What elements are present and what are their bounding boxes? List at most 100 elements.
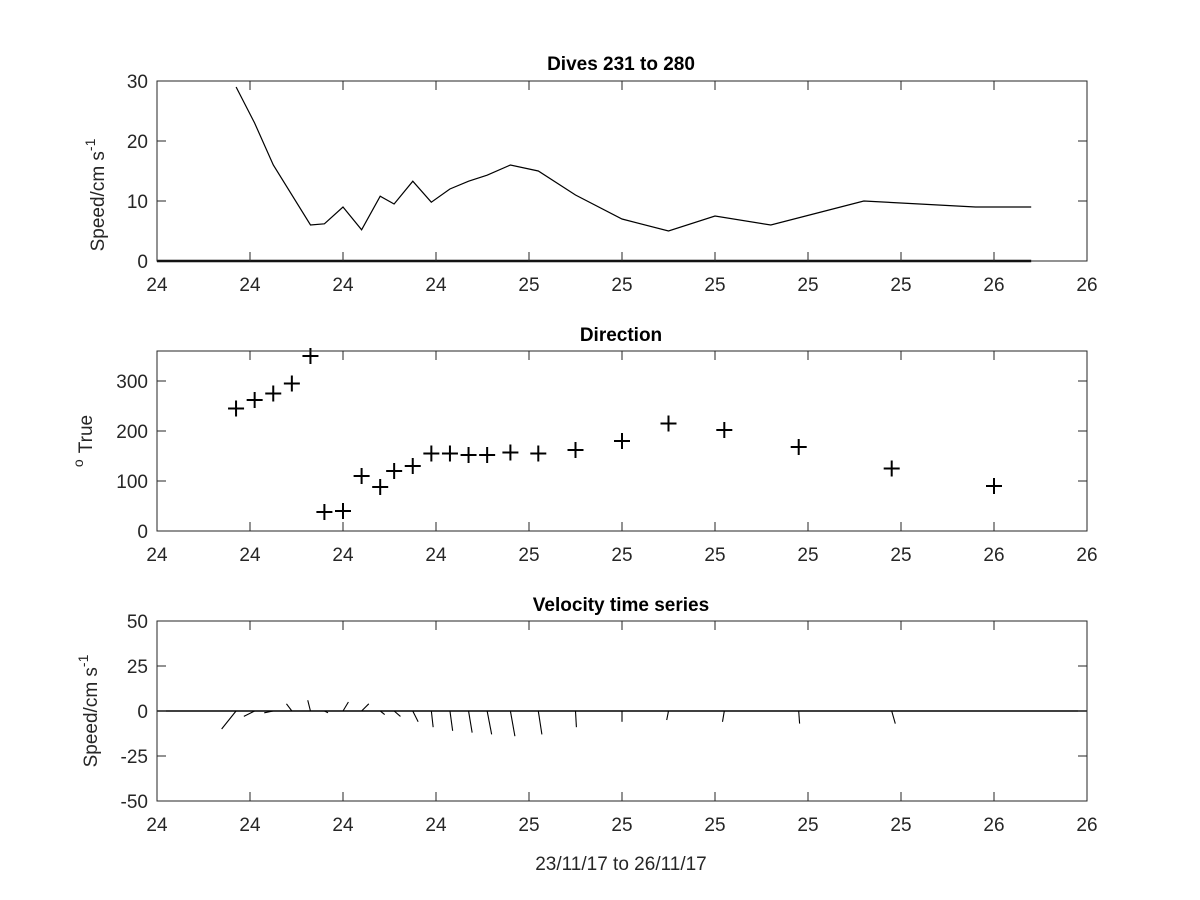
direction-y-axis-label: oTrue <box>70 415 97 467</box>
direction-point <box>883 460 900 477</box>
velocity-x-tick-label: 25 <box>518 815 539 836</box>
speed-x-tick-label: 25 <box>518 275 539 296</box>
velocity-x-tick-label: 26 <box>1076 815 1097 836</box>
velocity-stick <box>430 710 434 728</box>
direction-x-tick-label: 24 <box>239 545 261 566</box>
velocity-stick <box>379 710 386 716</box>
speed-y-tick-labels: 0 10 20 30 <box>127 72 148 273</box>
velocity-y-tick-label: 25 <box>127 657 148 678</box>
direction-marks <box>228 348 1002 520</box>
direction-x-tick-label: 25 <box>518 545 539 566</box>
direction-point <box>479 447 496 463</box>
velocity-stick <box>342 701 349 712</box>
speed-x-tick-labels: 24 24 24 24 25 25 25 25 25 26 26 <box>146 275 1097 296</box>
velocity-stick <box>412 710 419 723</box>
velocity-panel: Velocity time series -50 -25 0 25 50 24 24 24 2… <box>75 595 1098 836</box>
direction-x-tick-label: 25 <box>704 545 725 566</box>
velocity-stick <box>486 710 493 735</box>
velocity-stick <box>361 703 370 712</box>
speed-x-tick-label: 24 <box>332 275 354 296</box>
direction-y-tick-label: 0 <box>137 522 148 543</box>
velocity-x-tick-label: 25 <box>611 815 632 836</box>
direction-y-tick-labels: 0 100 200 300 <box>116 372 148 543</box>
direction-point <box>386 463 403 479</box>
speed-x-tick-label: 24 <box>146 275 168 296</box>
speed-x-tick-label: 25 <box>611 275 632 296</box>
direction-title: Direction <box>580 325 662 346</box>
direction-y-tick-label: 100 <box>116 472 148 493</box>
speed-x-tick-label: 25 <box>890 275 911 296</box>
direction-point <box>283 375 300 392</box>
speed-x-tick-label: 25 <box>797 275 818 296</box>
direction-point <box>335 503 351 519</box>
speed-x-tick-label: 26 <box>1076 275 1097 296</box>
velocity-stick <box>221 710 237 730</box>
direction-point <box>265 385 282 402</box>
direction-x-tick-label: 24 <box>425 545 447 566</box>
direction-x-tick-label: 25 <box>611 545 632 566</box>
direction-x-tick-label: 26 <box>983 545 1004 566</box>
velocity-title: Velocity time series <box>533 595 709 616</box>
direction-point <box>614 433 630 449</box>
velocity-stick <box>286 703 293 712</box>
velocity-stick <box>264 710 274 714</box>
direction-point <box>372 479 389 495</box>
direction-y-tick-label: 300 <box>116 372 148 393</box>
velocity-x-tick-label: 25 <box>704 815 725 836</box>
velocity-y-tick-label: 50 <box>127 612 148 633</box>
direction-x-tick-label: 25 <box>890 545 911 566</box>
velocity-stick <box>798 710 801 724</box>
velocity-y-tick-label: -50 <box>121 792 148 813</box>
direction-x-tick-label: 24 <box>332 545 354 566</box>
velocity-stick <box>537 710 543 735</box>
velocity-x-tick-label: 25 <box>890 815 911 836</box>
velocity-stick <box>449 710 454 731</box>
direction-point <box>353 468 370 484</box>
direction-point <box>986 478 1002 494</box>
velocity-x-tick-label: 24 <box>239 815 261 836</box>
velocity-stick <box>307 700 311 712</box>
velocity-ticks <box>156 620 1088 802</box>
direction-x-tick-label: 25 <box>797 545 818 566</box>
velocity-stick <box>393 710 401 717</box>
direction-point <box>530 445 547 462</box>
velocity-stick <box>721 710 725 722</box>
direction-point <box>660 415 677 432</box>
speed-x-tick-label: 25 <box>704 275 725 296</box>
speed-y-tick-label: 10 <box>127 192 148 213</box>
velocity-stick <box>574 710 577 728</box>
speed-y-axis-label: Speed/cm s-1 <box>82 138 109 251</box>
direction-point <box>790 439 807 455</box>
direction-point <box>716 422 733 438</box>
velocity-stick <box>324 710 329 714</box>
velocity-stick <box>509 710 516 737</box>
direction-point <box>423 445 440 462</box>
velocity-x-tick-labels: 24 24 24 24 25 25 25 25 25 26 26 <box>146 815 1097 836</box>
velocity-stick <box>891 710 896 724</box>
direction-x-tick-labels: 24 24 24 24 25 25 25 25 25 26 26 <box>146 545 1097 566</box>
direction-point <box>502 444 519 461</box>
direction-y-tick-label: 200 <box>116 422 148 443</box>
velocity-y-tick-label: 0 <box>137 702 148 723</box>
direction-point <box>404 458 421 474</box>
speed-series-line <box>235 86 1032 232</box>
velocity-stick <box>666 710 670 721</box>
velocity-stick <box>468 710 473 733</box>
velocity-y-tick-label: -25 <box>121 747 148 768</box>
speed-title: Dives 231 to 280 <box>547 54 695 75</box>
direction-point <box>246 392 263 408</box>
speed-y-tick-label: 20 <box>127 132 148 153</box>
velocity-y-tick-labels: -50 -25 0 25 50 <box>121 612 148 813</box>
direction-point <box>316 504 333 520</box>
velocity-y-axis-label: Speed/cm s-1 <box>75 654 102 767</box>
velocity-x-tick-label: 24 <box>425 815 447 836</box>
speed-x-tick-label: 24 <box>425 275 447 296</box>
velocity-x-tick-label: 24 <box>146 815 168 836</box>
velocity-marks <box>157 700 1087 737</box>
velocity-stick <box>243 710 255 717</box>
velocity-x-tick-label: 24 <box>332 815 354 836</box>
